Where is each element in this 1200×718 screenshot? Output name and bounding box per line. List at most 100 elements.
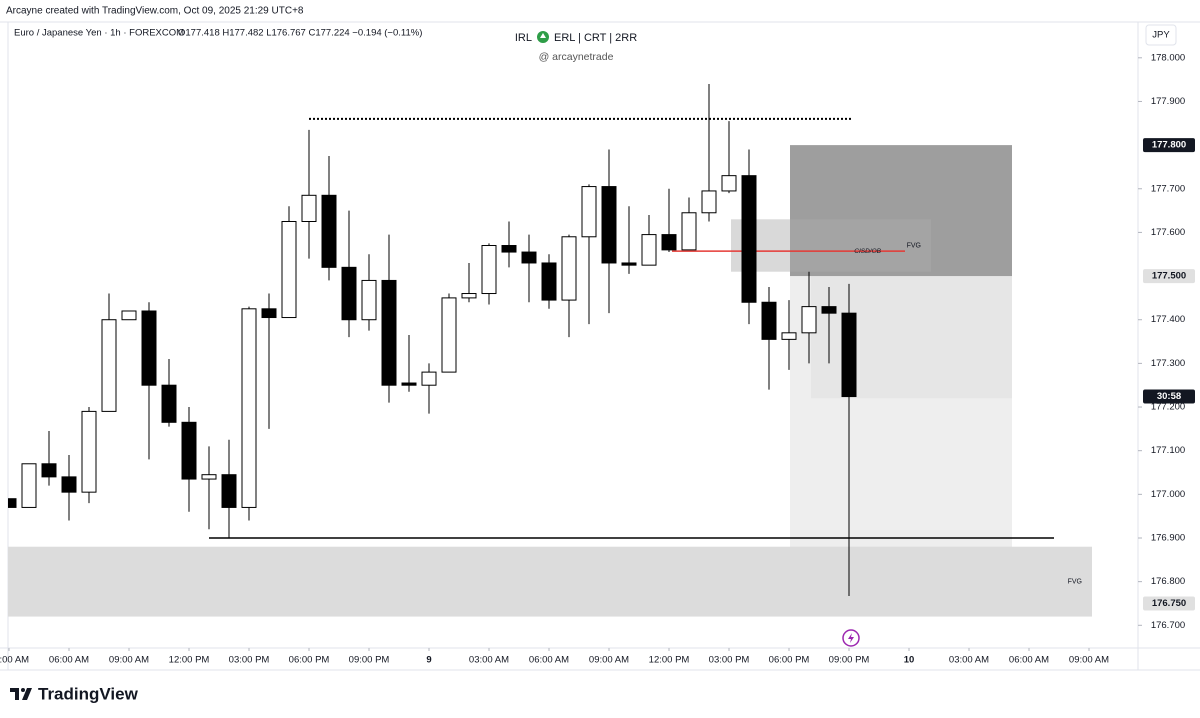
y-tick-label: 177.900 [1151, 96, 1185, 107]
candle-body [601, 186, 617, 264]
title-right: ERL | CRT | 2RR [554, 32, 637, 44]
candle-body [141, 310, 157, 386]
candle-body [421, 371, 437, 386]
candle-body [781, 332, 797, 340]
candle-body [561, 236, 577, 301]
event-icon [848, 633, 854, 643]
candle-body [321, 194, 337, 268]
x-tick-label: 09:00 PM [829, 655, 870, 666]
credit: Arcayne created with TradingView.com, Oc… [6, 6, 304, 17]
candle-body [701, 190, 717, 214]
axes: 178.000 177.900 177.700 177.600 177.400 177.3… [0, 52, 1195, 666]
x-tick-label: 03:00 AM [0, 655, 29, 666]
candle-body [581, 186, 597, 238]
price-tag [1143, 389, 1195, 404]
x-tick-label: 10 [904, 655, 915, 666]
candle-body [441, 297, 457, 373]
candle-body [721, 175, 737, 192]
candle-body [401, 382, 417, 386]
x-tick-label: 09:00 AM [109, 655, 149, 666]
price-tag-label: 177.800 [1152, 140, 1186, 151]
title-icon [540, 33, 546, 38]
y-tick-label: 176.900 [1151, 533, 1185, 544]
candle-body [181, 421, 197, 480]
y-tick-label: 177.300 [1151, 358, 1185, 369]
candle-body [241, 308, 257, 508]
price-tag [1143, 138, 1195, 153]
candle-body [741, 175, 757, 303]
logo-mark [22, 688, 32, 700]
candle-body [301, 194, 317, 222]
x-tick-label: 06:00 AM [49, 655, 89, 666]
y-tick-label: 177.200 [1151, 402, 1185, 413]
candle-body [221, 474, 237, 508]
x-tick-label: 12:00 PM [169, 655, 210, 666]
x-tick-label: 09:00 AM [589, 655, 629, 666]
zone-label: FVG [907, 242, 921, 249]
x-tick-label: 06:00 PM [769, 655, 810, 666]
price-tag-label: 176.750 [1152, 598, 1186, 609]
y-tick-label: 176.700 [1151, 620, 1185, 631]
zone [790, 145, 1012, 277]
x-tick-label: 03:00 AM [949, 655, 989, 666]
candle-body [821, 306, 837, 314]
candle-body [621, 262, 637, 266]
currency-box[interactable] [1145, 24, 1177, 46]
ohlc: O177.418 H177.482 L176.767 C177.224 −0.1… [178, 28, 422, 39]
x-tick-label: 09:00 AM [1069, 655, 1109, 666]
y-tick-label: 177.700 [1151, 183, 1185, 194]
level-label: CISD/OB [854, 248, 881, 255]
candle-body [121, 310, 137, 321]
zone [731, 219, 931, 272]
candle-body [161, 384, 177, 423]
zone-label: FVG [1068, 578, 1082, 585]
price-tag-label: 30:58 [1157, 391, 1181, 402]
candle-body [501, 245, 517, 253]
candle-body [201, 474, 217, 480]
currency: JPY [1152, 30, 1170, 41]
price-tag [1143, 596, 1195, 611]
logo [10, 688, 32, 700]
candle-body [461, 293, 477, 299]
brand: TradingView [38, 684, 139, 703]
logo-mark [10, 688, 19, 700]
y-tick-label: 177.600 [1151, 227, 1185, 238]
candle-body [841, 312, 857, 398]
candle-body [21, 463, 37, 508]
candle-body [41, 463, 57, 478]
candle-body [261, 308, 277, 319]
price-tag-label: 177.500 [1152, 271, 1186, 282]
plot: FVG FVG CISD/OB [8, 83, 1092, 617]
candle-body [661, 234, 677, 251]
symbol: Euro / Japanese Yen · 1h · FOREXCOM [14, 28, 184, 39]
candle-body [341, 266, 357, 321]
y-tick-label: 177.100 [1151, 445, 1185, 456]
zone [8, 546, 1092, 617]
y-tick-label: 178.000 [1151, 52, 1185, 63]
candle-body [481, 245, 497, 295]
x-tick-label: 03:00 PM [709, 655, 750, 666]
y-tick-label: 176.800 [1151, 576, 1185, 587]
candle-body [101, 319, 117, 412]
logo-mark [21, 688, 25, 692]
y-tick-label: 177.400 [1151, 314, 1185, 325]
candle-body [381, 279, 397, 386]
y-tick-label: 177.000 [1151, 489, 1185, 500]
candle-body [521, 251, 537, 264]
x-tick-label: 03:00 PM [229, 655, 270, 666]
x-tick-label: 09:00 PM [349, 655, 390, 666]
zone [811, 276, 1012, 399]
candle-body [281, 220, 297, 319]
candle-body [8, 498, 17, 508]
candle-body [801, 306, 817, 334]
candle-body [761, 301, 777, 340]
x-tick-label: 9 [426, 655, 431, 666]
x-tick-label: 12:00 PM [649, 655, 690, 666]
price-tag [1143, 269, 1195, 284]
x-tick-label: 06:00 PM [289, 655, 330, 666]
candle-body [681, 212, 697, 251]
subtitle: @ arcaynetrade [539, 51, 614, 63]
x-tick-label: 06:00 AM [529, 655, 569, 666]
